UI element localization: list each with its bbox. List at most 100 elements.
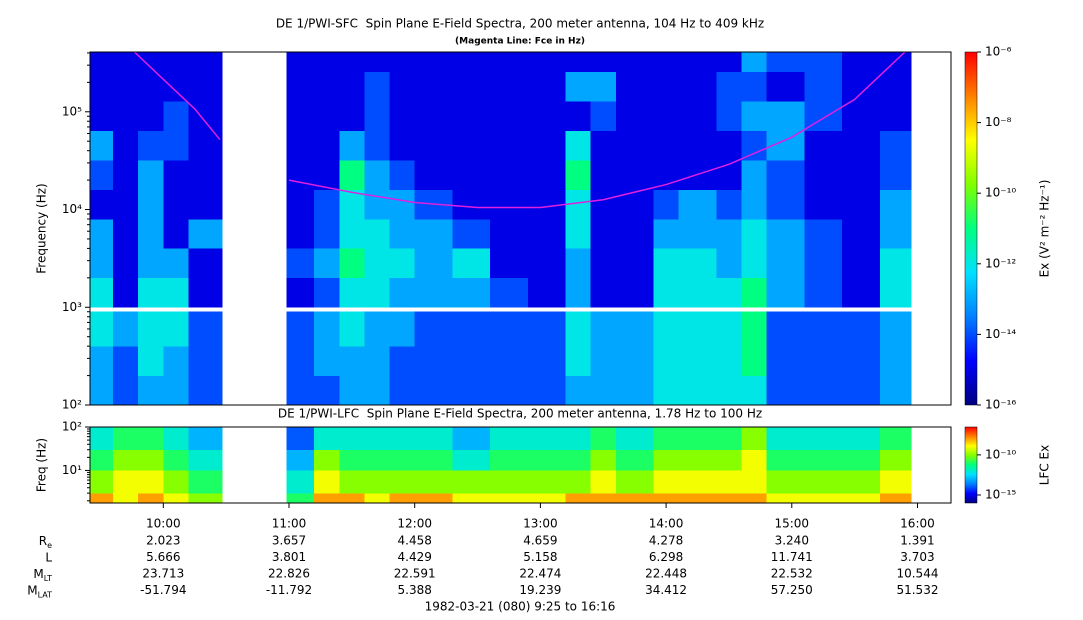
cell [286, 427, 315, 451]
row-label: L [45, 550, 52, 564]
cell [766, 189, 805, 220]
cell [286, 449, 315, 471]
cell [653, 130, 679, 161]
cell [364, 311, 390, 347]
cell [590, 248, 617, 279]
cell [615, 375, 654, 406]
cell [286, 101, 315, 132]
ephemeris-value: 4.659 [523, 534, 557, 548]
cell [653, 71, 679, 102]
cell [163, 493, 189, 504]
cell [678, 218, 717, 249]
cell [339, 311, 365, 347]
cell [314, 311, 340, 347]
cell [590, 493, 617, 504]
cell [590, 71, 617, 102]
cell [565, 101, 591, 132]
cell [716, 130, 742, 161]
cell [188, 248, 223, 279]
cell [766, 218, 805, 249]
ephemeris-value: -51.794 [140, 583, 186, 597]
cell [364, 248, 390, 279]
cell [804, 375, 843, 406]
cell [163, 346, 189, 376]
cell [414, 427, 453, 451]
cell [163, 427, 189, 451]
y-axis-label: Frequency (Hz) [35, 183, 49, 274]
cell [113, 52, 139, 73]
ephemeris-value: -11.792 [266, 583, 312, 597]
ephemeris-value: 4.278 [649, 534, 683, 548]
ephemeris-value: 34.412 [645, 583, 687, 597]
cell [615, 470, 654, 494]
cell [741, 52, 767, 73]
cell [766, 375, 805, 406]
cell [138, 130, 164, 161]
cell [90, 311, 114, 347]
x-tick-label: 14:00 [649, 517, 684, 531]
cell [842, 71, 881, 102]
cell [590, 277, 617, 308]
cell [615, 101, 654, 132]
cell [138, 427, 164, 451]
cell [90, 218, 114, 249]
cell [339, 160, 365, 190]
cell [138, 248, 164, 279]
cell [414, 160, 453, 190]
cell [879, 52, 912, 73]
cell [565, 52, 591, 73]
cell [490, 375, 529, 406]
cell [678, 130, 717, 161]
cell [452, 427, 491, 451]
cell [716, 427, 742, 451]
cell [842, 311, 881, 347]
cell [842, 470, 881, 494]
cell [741, 218, 767, 249]
cell [590, 52, 617, 73]
cell [314, 375, 340, 406]
cell [452, 375, 491, 406]
cell [138, 160, 164, 190]
cell [90, 52, 114, 73]
cell [138, 470, 164, 494]
cell [678, 427, 717, 451]
cell [90, 470, 114, 494]
cell [527, 160, 566, 190]
y-tick-label: 10² [62, 398, 82, 412]
cell [90, 248, 114, 279]
cell [286, 346, 315, 376]
cell [842, 493, 881, 504]
cell [389, 189, 416, 220]
cell [615, 493, 654, 504]
cell [452, 449, 491, 471]
cell [716, 248, 742, 279]
cell [364, 375, 390, 406]
cell [286, 470, 315, 494]
cell [452, 493, 491, 504]
cell [842, 52, 881, 73]
cell [527, 311, 566, 347]
cell [527, 52, 566, 73]
chart-subtitle: (Magenta Line: Fce in Hz) [455, 37, 585, 47]
cell [113, 346, 139, 376]
cell [188, 493, 223, 504]
x-tick-label: 12:00 [397, 517, 432, 531]
cell [590, 427, 617, 451]
cell [527, 493, 566, 504]
cell [163, 189, 189, 220]
cell [188, 218, 223, 249]
cell [842, 160, 881, 190]
ephemeris-value: 5.158 [523, 550, 557, 564]
cell [766, 427, 805, 451]
cell [653, 346, 679, 376]
colorbar-tick-label: 10⁻⁸ [985, 115, 1012, 129]
cell [138, 71, 164, 102]
cell [452, 346, 491, 376]
cell [364, 101, 390, 132]
colorbar-tick-label: 10⁻¹² [985, 256, 1016, 270]
cell [804, 277, 843, 308]
cell [163, 248, 189, 279]
cell [653, 52, 679, 73]
y-tick-label: 10² [62, 420, 82, 434]
cell [565, 248, 591, 279]
